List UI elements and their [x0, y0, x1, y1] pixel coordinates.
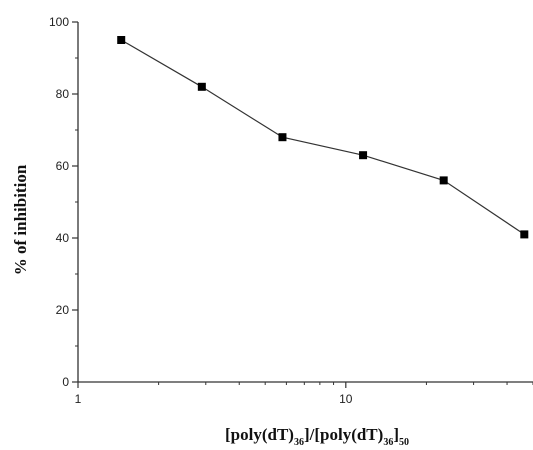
series	[117, 36, 529, 239]
x-axis-title-part-b: ]/[poly(dT)	[304, 425, 383, 444]
y-tick-label: 60	[56, 159, 70, 173]
data-point	[359, 151, 368, 160]
data-point	[197, 82, 206, 91]
x-axis-title-sub-a: 36	[294, 437, 304, 448]
x-axis-title-sub-b: 36	[383, 437, 393, 448]
y-tick-label: 40	[56, 231, 70, 245]
ticks: 0 20 40 60 80 100 1 10	[49, 15, 533, 406]
x-axis-title-sub-c: 50	[399, 437, 409, 448]
y-tick-label: 0	[62, 375, 69, 389]
y-tick-label: 20	[56, 303, 70, 317]
x-tick-label: 1	[75, 392, 82, 406]
series-line	[120, 39, 525, 235]
y-tick-label: 80	[56, 87, 70, 101]
data-point	[117, 36, 126, 44]
x-axis-title-part-a: [poly(dT)	[225, 425, 294, 444]
y-axis-title: % of inhibition	[11, 164, 30, 275]
x-tick-label: 10	[339, 392, 353, 406]
y-tick-label: 100	[49, 15, 69, 29]
data-point	[278, 133, 287, 142]
data-point	[520, 230, 529, 239]
x-axis-title: [poly(dT)36]/[poly(dT)36]50	[225, 425, 409, 448]
data-point	[439, 176, 448, 185]
axes	[77, 22, 533, 383]
x-axis-title-part-c: ]	[393, 425, 399, 444]
